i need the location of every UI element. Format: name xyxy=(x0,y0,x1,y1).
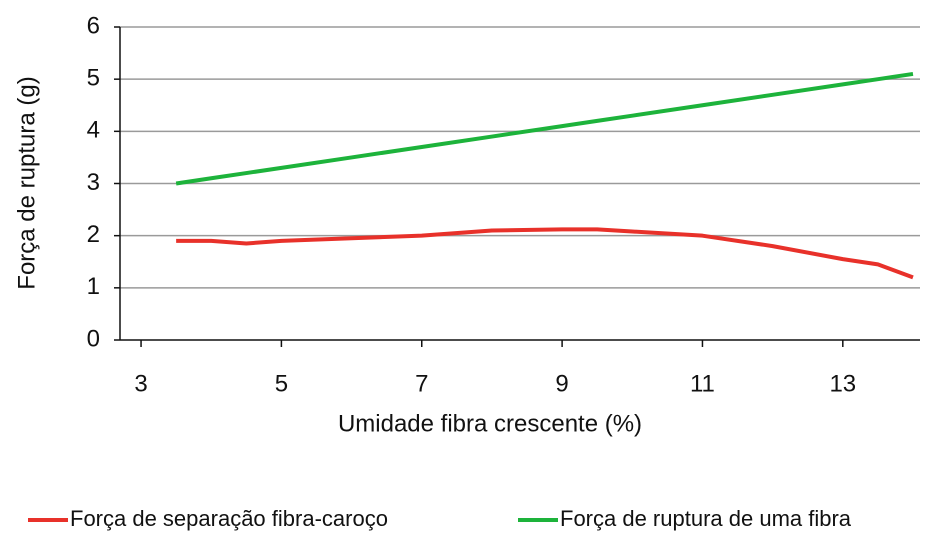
x-tick-label: 11 xyxy=(690,370,715,397)
y-tick-label: 5 xyxy=(87,65,100,92)
y-axis-title: Força de ruptura (g) xyxy=(13,76,40,289)
x-tick-label: 13 xyxy=(829,370,856,397)
x-axis-title: Umidade fibra crescente (%) xyxy=(338,410,642,437)
y-tick-label: 2 xyxy=(87,221,100,248)
data-line xyxy=(176,227,914,280)
legend-label: Força de ruptura de uma fibra xyxy=(560,506,852,531)
y-tick-label: 6 xyxy=(87,12,100,39)
x-tick-label: 5 xyxy=(275,370,288,397)
y-tick-label: 3 xyxy=(87,169,100,196)
data-line xyxy=(175,71,914,186)
x-tick-label: 3 xyxy=(134,370,147,397)
x-tick-label: 7 xyxy=(415,370,428,397)
y-tick-label: 4 xyxy=(87,117,100,144)
y-tick-label: 0 xyxy=(87,325,100,352)
legend-label: Força de separação fibra-caroço xyxy=(70,506,388,531)
y-tick-label: 1 xyxy=(87,273,100,300)
x-tick-label: 9 xyxy=(555,370,568,397)
